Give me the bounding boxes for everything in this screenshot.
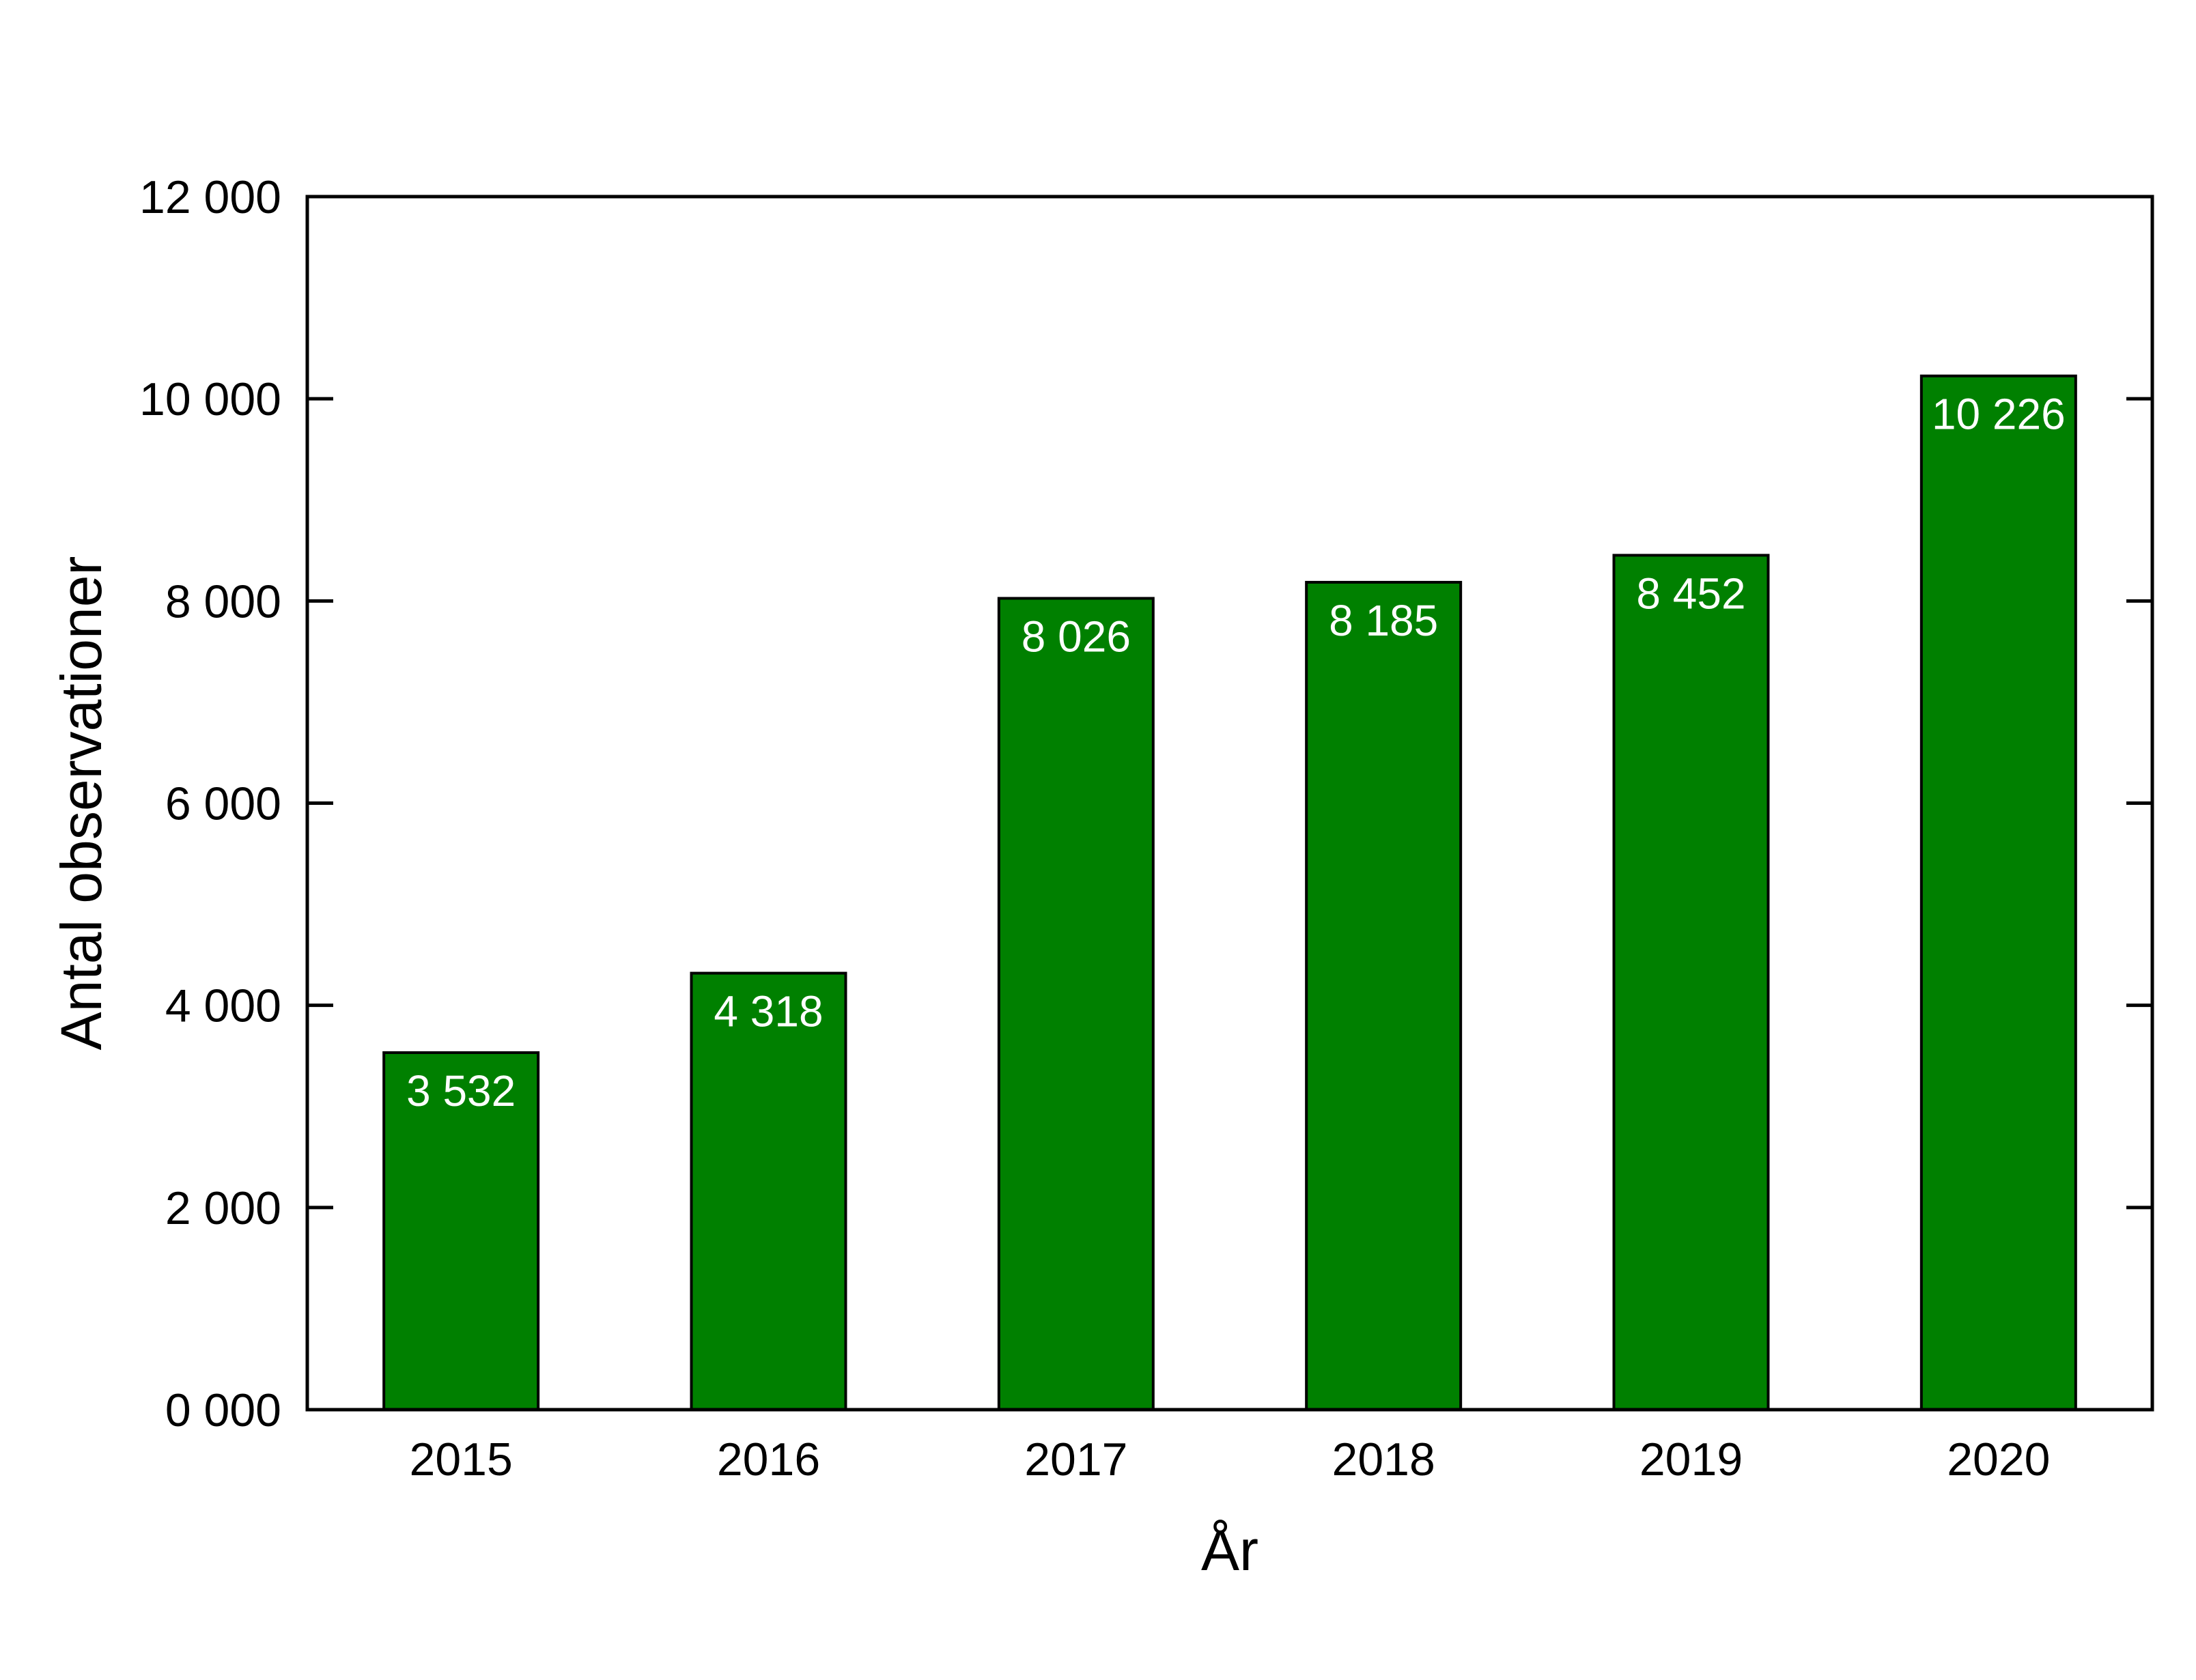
y-tick-label-4000: 4 000 bbox=[165, 980, 281, 1032]
y-tick-label-6000: 6 000 bbox=[165, 778, 281, 830]
x-tick-label-2017: 2017 bbox=[1024, 1434, 1127, 1485]
y-tick-label-2000: 2 000 bbox=[165, 1182, 281, 1234]
bar-value-label-2018: 8 185 bbox=[1329, 596, 1438, 645]
x-tick-label-2015: 2015 bbox=[410, 1434, 513, 1485]
bar-2019 bbox=[1612, 554, 1770, 1411]
y-tick-label-8000: 8 000 bbox=[165, 575, 281, 627]
bar-value-label-2019: 8 452 bbox=[1636, 569, 1745, 618]
x-tick-label-2019: 2019 bbox=[1639, 1434, 1743, 1485]
labels-layer: 3 532 2015 4 318 2016 8 026 2017 8 185 2018 8 45… bbox=[139, 171, 2066, 1485]
y-tick-label-0: 0 000 bbox=[165, 1384, 281, 1436]
bar-2016 bbox=[690, 971, 847, 1411]
bars-layer bbox=[382, 374, 2077, 1412]
x-tick-label-2016: 2016 bbox=[717, 1434, 820, 1485]
x-axis-title: År bbox=[1201, 1518, 1258, 1582]
bar-2015 bbox=[382, 1051, 540, 1412]
plot-frame bbox=[305, 195, 2154, 1412]
bar-value-label-2016: 4 318 bbox=[714, 987, 823, 1036]
bar-value-label-2020: 10 226 bbox=[1932, 390, 2066, 439]
y-axis-title: Antal observationer bbox=[49, 556, 113, 1051]
y-tick-label-10000: 10 000 bbox=[139, 373, 281, 425]
y-tick-label-12000: 12 000 bbox=[139, 171, 281, 223]
ticks-layer bbox=[307, 195, 2152, 1412]
bar-2018 bbox=[1305, 580, 1463, 1412]
x-tick-label-2020: 2020 bbox=[1947, 1434, 2050, 1485]
bar-value-label-2017: 8 026 bbox=[1022, 612, 1131, 661]
bar-2017 bbox=[997, 597, 1155, 1411]
bar-value-label-2015: 3 532 bbox=[406, 1066, 516, 1115]
bar-2020 bbox=[1919, 374, 2077, 1411]
x-tick-label-2018: 2018 bbox=[1332, 1434, 1435, 1485]
